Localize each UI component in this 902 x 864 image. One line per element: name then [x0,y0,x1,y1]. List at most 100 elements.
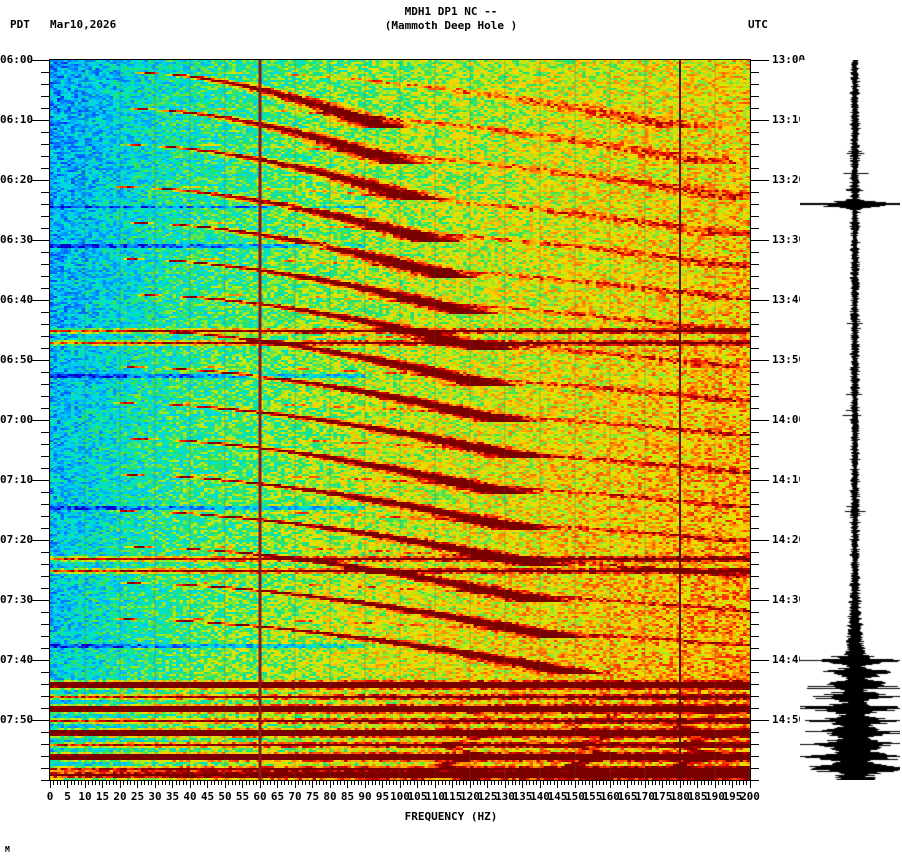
time-label-left: 06:00 [0,53,34,66]
freq-label: 25 [130,790,145,803]
freq-tick-major [399,780,401,788]
time-tick-right-minor [750,143,759,145]
time-tick-right-minor [750,383,759,385]
freq-label: 140 [530,790,550,803]
freq-tick-minor [74,780,75,785]
freq-tick-minor [133,780,135,785]
time-tick-left-major [31,299,50,301]
time-tick-right-major [750,539,769,541]
time-tick-right-major [750,479,769,481]
time-tick-left-minor [41,611,50,613]
time-label-left: 06:50 [0,353,34,366]
freq-tick-minor [266,780,268,785]
freq-tick-minor [599,780,600,785]
freq-tick-minor [448,780,450,785]
freq-label: 70 [288,790,302,803]
freq-label: 115 [442,790,463,803]
freq-label: 0 [46,790,54,803]
freq-tick-minor [602,780,604,785]
freq-tick-minor [333,780,334,785]
freq-tick-minor [410,780,411,785]
x-axis-label: FREQUENCY (HZ) [404,810,498,823]
time-tick-left-minor [41,671,50,673]
freq-tick-major [242,780,243,788]
freq-label: 200 [740,790,760,803]
freq-tick-minor [413,780,415,785]
freq-label: 65 [270,790,285,803]
freq-label: 85 [340,790,355,803]
time-tick-right-minor [750,647,759,649]
time-label-right: 14:20 [772,533,806,546]
freq-tick-minor [368,780,369,785]
time-tick-left-minor [41,371,50,373]
freq-tick-minor [676,780,677,785]
time-tick-left-minor [41,107,50,109]
freq-tick-minor [88,780,89,785]
time-tick-left-minor [41,215,50,217]
freq-tick-minor [336,780,338,785]
time-tick-left-minor [41,743,50,745]
time-tick-left-minor [41,491,50,493]
freq-tick-minor [711,780,712,785]
time-tick-left-minor [41,755,50,757]
time-tick-left-major [31,479,50,481]
time-tick-left-minor [41,251,50,253]
freq-tick-minor [546,780,548,785]
time-tick-left-minor [41,95,50,97]
time-tick-right-minor [750,623,759,625]
time-label-left: 07:30 [0,593,34,606]
freq-tick-minor [361,780,362,785]
freq-tick-major [137,780,138,788]
freq-tick-minor [308,780,310,785]
freq-tick-minor [270,780,271,785]
freq-tick-minor [203,780,205,785]
freq-tick-minor [424,780,425,785]
freq-tick-minor [704,780,705,785]
freq-tick-minor [613,780,614,785]
time-tick-right-minor [750,671,759,673]
freq-label: 135 [512,790,533,803]
freq-label: 30 [148,790,162,803]
freq-tick-major [714,780,716,788]
freq-tick-minor [109,780,110,785]
freq-tick-minor [588,780,590,785]
time-tick-right-minor [750,71,759,73]
time-tick-left-minor [41,167,50,169]
freq-tick-minor [669,780,670,785]
freq-tick-minor [319,780,320,785]
time-tick-left-minor [41,395,50,397]
freq-tick-minor [431,780,432,785]
time-tick-left-minor [41,467,50,469]
freq-tick-minor [357,780,359,785]
freq-tick-minor [550,780,551,785]
freq-tick-major [224,780,226,788]
freq-label: 120 [460,790,480,803]
spectrogram-canvas[interactable] [50,60,750,780]
time-tick-left-minor [41,455,50,457]
freq-label: 10 [78,790,92,803]
freq-tick-minor [606,780,607,785]
page-title: MDH1 DP1 NC -- [404,5,498,18]
spectrogram-plot[interactable] [50,60,750,780]
freq-tick-major [364,780,366,788]
freq-tick-major [592,780,593,788]
time-tick-left-major [31,719,50,721]
freq-tick-minor [686,780,688,785]
time-tick-right-minor [750,755,759,757]
time-tick-left-major [31,599,50,601]
time-tick-right-minor [750,443,759,445]
freq-tick-minor [641,780,642,785]
freq-tick-minor [560,780,562,785]
freq-tick-major [627,780,628,788]
time-tick-right-major [750,659,769,661]
time-label-right: 13:10 [772,113,806,126]
time-tick-right-minor [750,155,759,157]
freq-tick-minor [214,780,215,785]
freq-tick-major [207,780,208,788]
time-label-right: 14:50 [772,713,806,726]
time-tick-right-minor [750,707,759,709]
time-tick-left-minor [41,623,50,625]
time-tick-left-minor [41,431,50,433]
freq-label: 190 [705,790,725,803]
seismogram-panel [800,60,900,780]
